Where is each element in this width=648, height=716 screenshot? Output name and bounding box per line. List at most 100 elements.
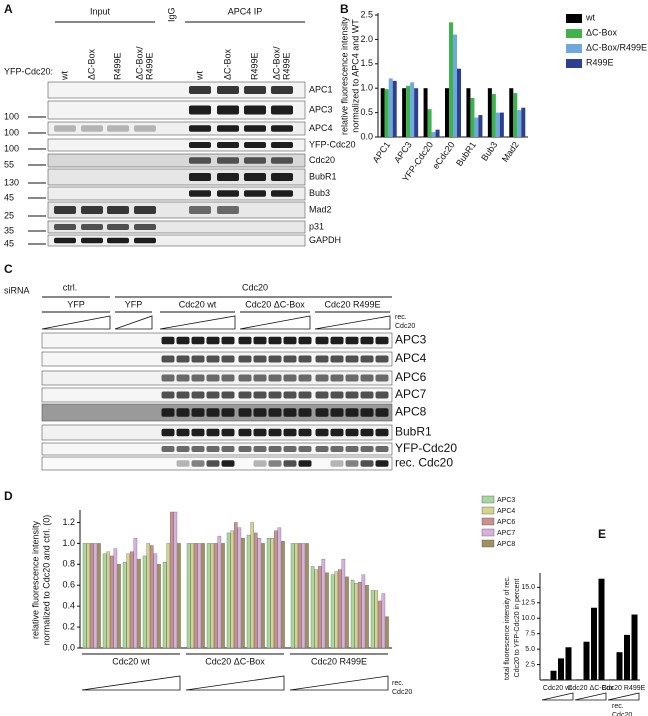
band (375, 336, 389, 345)
band (315, 374, 329, 382)
band (206, 374, 220, 382)
bar (427, 109, 432, 137)
bar (97, 543, 101, 649)
band (54, 237, 76, 244)
bar (474, 117, 479, 137)
x-tick-label: Mad2 (500, 140, 521, 164)
band (244, 157, 266, 164)
bar (214, 543, 218, 649)
band (253, 408, 267, 417)
band (221, 446, 235, 452)
row-label: siRNA (4, 285, 30, 295)
band (206, 408, 220, 417)
bar (385, 616, 389, 649)
band (161, 374, 175, 382)
band (345, 391, 359, 399)
condition-label: YFP (125, 299, 143, 309)
bar (457, 68, 461, 137)
band (176, 336, 190, 345)
blot-label: Mad2 (309, 204, 332, 214)
blot-label: YFP-Cdc20 (309, 139, 356, 149)
bar (381, 593, 386, 649)
y-tick-label: 5.0 (525, 646, 535, 653)
bar (431, 132, 436, 137)
band (217, 105, 239, 115)
x-tick-label: BubR1 (454, 140, 478, 168)
band (360, 374, 374, 382)
band (134, 237, 156, 244)
bar (513, 93, 518, 137)
bar (301, 543, 306, 649)
y-tick-label: 0.2 (62, 621, 75, 631)
band (134, 206, 156, 214)
band (283, 460, 297, 467)
band (345, 428, 359, 437)
bar (197, 543, 202, 649)
bar (290, 543, 295, 649)
bar (93, 543, 98, 649)
bar (565, 647, 572, 680)
band (221, 355, 235, 363)
bar (86, 543, 90, 649)
legend-swatch (566, 44, 582, 53)
band (315, 408, 329, 417)
lane-label: ΔC-Box/ (134, 46, 144, 80)
band (330, 336, 344, 345)
bar (201, 543, 205, 649)
band (268, 355, 282, 363)
bar (142, 555, 147, 649)
bar (354, 582, 358, 649)
band (161, 408, 175, 417)
blot-label: APC1 (309, 84, 333, 94)
band (244, 142, 266, 148)
blot (47, 168, 306, 186)
bar (90, 543, 94, 649)
panel-letter: E (598, 527, 606, 541)
row-label: YFP-Cdc20: (4, 66, 53, 76)
y-tick-label: 0.4 (62, 601, 75, 611)
band (315, 336, 329, 345)
band (176, 391, 190, 399)
band (189, 105, 211, 115)
band (189, 206, 211, 214)
legend-label: APC8 (497, 541, 515, 548)
y-tick-label: 0.0 (360, 131, 373, 141)
band (176, 355, 190, 363)
band (268, 374, 282, 382)
bar (380, 88, 385, 137)
bar (261, 543, 265, 649)
band (189, 157, 211, 164)
band (81, 224, 103, 230)
band (253, 446, 267, 452)
header: ctrl. (63, 282, 78, 292)
band (253, 355, 267, 363)
header: APC4 IP (228, 6, 263, 16)
group-label: Cdc20 ΔC-Box (567, 685, 614, 692)
wedge (81, 675, 181, 691)
band (217, 173, 239, 181)
band (298, 460, 312, 467)
band (283, 446, 297, 452)
bar (234, 522, 238, 649)
bar (449, 22, 453, 137)
bar (274, 530, 278, 649)
bar (122, 562, 127, 649)
bar (406, 85, 411, 137)
bar (177, 543, 181, 649)
band (176, 460, 190, 467)
legend-label: ΔC-Box/R499E (586, 42, 647, 52)
band (271, 105, 293, 115)
band (217, 86, 239, 94)
bar (170, 511, 174, 649)
band (375, 446, 389, 452)
band (253, 428, 267, 437)
wedge-label: rec. (395, 314, 407, 321)
wedge-label: rec. (392, 680, 404, 687)
band (360, 336, 374, 345)
bar (173, 511, 178, 649)
band (161, 336, 175, 345)
band (238, 408, 252, 417)
lane-label: R499E (281, 52, 291, 80)
band (271, 142, 293, 148)
